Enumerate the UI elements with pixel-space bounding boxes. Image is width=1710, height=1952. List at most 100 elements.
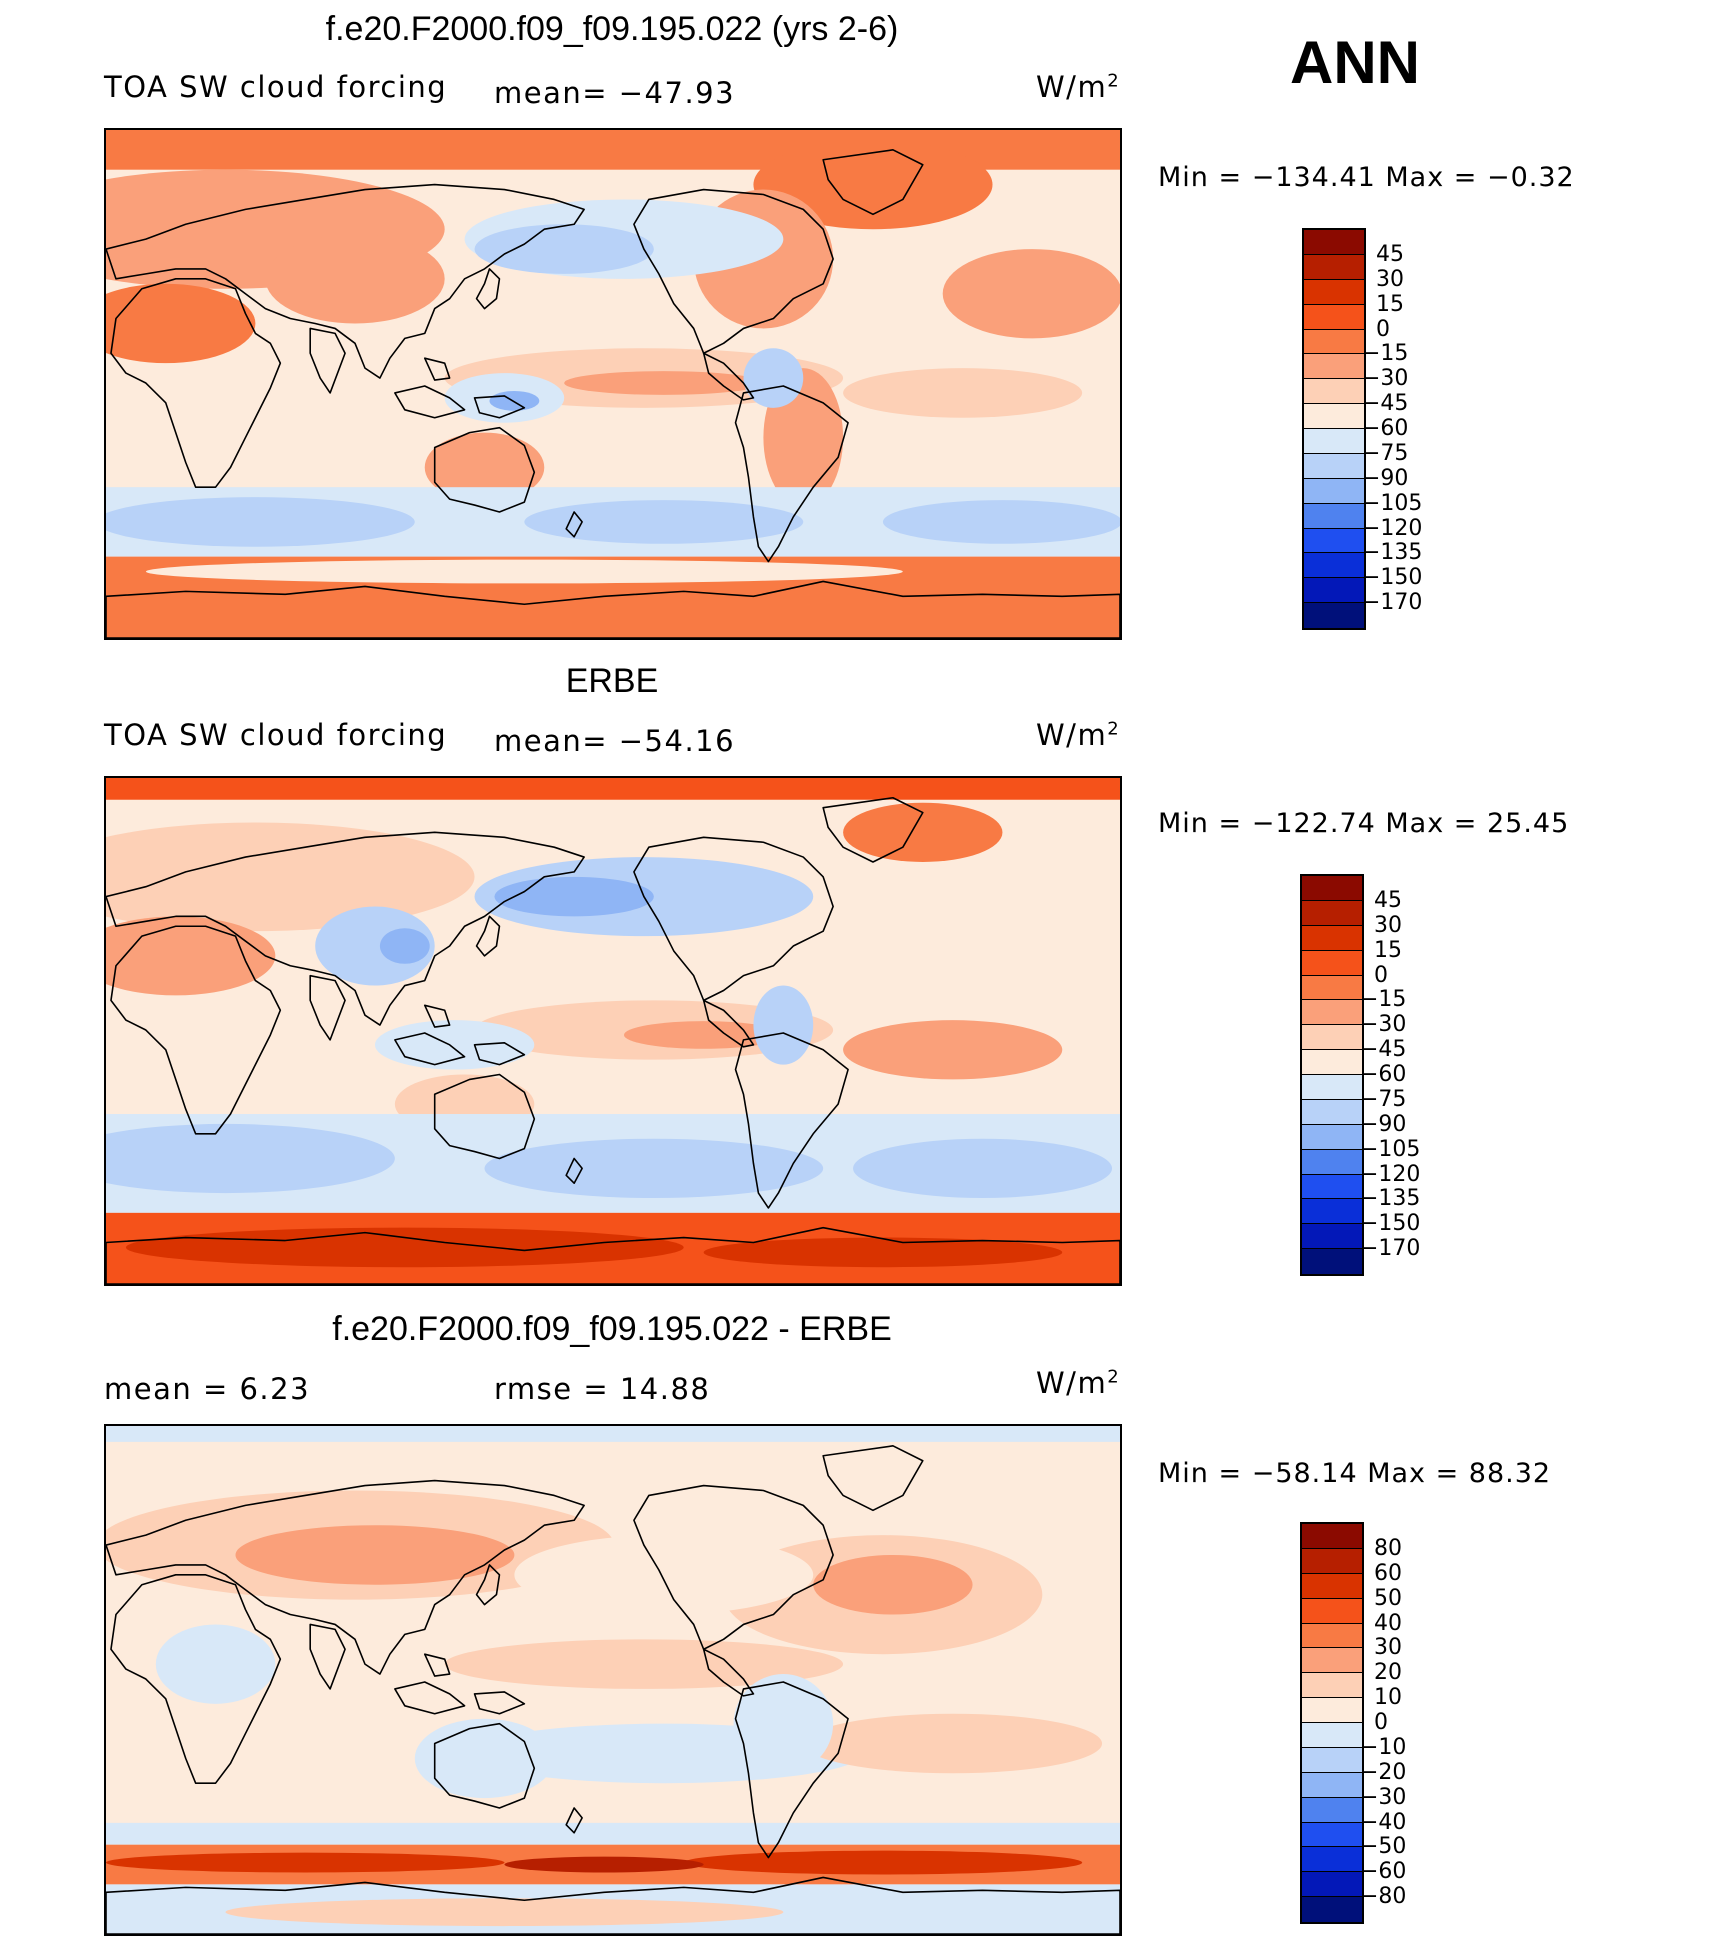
coastline [106, 832, 584, 1025]
coastline [634, 190, 833, 354]
model-map [104, 128, 1122, 640]
colorbar-swatch [1302, 1598, 1362, 1624]
model-map-field [106, 130, 1120, 638]
coastline [736, 386, 849, 562]
contour-region [753, 985, 814, 1065]
colorbar-swatch [1302, 1673, 1362, 1699]
colorbar-label: −30 [1362, 366, 1409, 392]
colorbar-label: −170 [1362, 590, 1423, 616]
contour-region [444, 1639, 844, 1689]
colorbar-label: −150 [1362, 565, 1423, 591]
colorbar-label: 45 [1376, 241, 1404, 267]
contour-region [106, 1426, 1120, 1442]
colorbar-label: 80 [1374, 1535, 1402, 1561]
colorbar-swatch [1302, 1075, 1362, 1100]
contour-region [733, 1674, 834, 1774]
contour-region [743, 348, 804, 408]
colorbar-label: −60 [1360, 1859, 1407, 1885]
colorbar-swatch [1302, 1698, 1362, 1723]
contour-region [106, 497, 415, 547]
colorbar-label: −135 [1362, 540, 1423, 566]
coastline [634, 1486, 833, 1650]
panel-2-title: ERBE [565, 662, 659, 700]
contour-region [843, 368, 1083, 418]
colorbar-label: 50 [1374, 1585, 1402, 1611]
colorbar-label: 30 [1374, 912, 1402, 938]
colorbar-label: −20 [1360, 1759, 1407, 1785]
colorbar-label: 20 [1374, 1660, 1402, 1686]
contour-region [155, 1624, 276, 1704]
contour-region [106, 1822, 1120, 1845]
colorbar-swatch [1304, 354, 1364, 380]
colorbar-label: −120 [1362, 515, 1423, 541]
colorbar-label: −50 [1360, 1834, 1407, 1860]
colorbar-swatch [1302, 1747, 1362, 1773]
colorbar-swatch [1304, 230, 1364, 255]
colorbar-swatch [1304, 329, 1364, 355]
coastline [111, 279, 280, 487]
colorbar-label: 60 [1374, 1560, 1402, 1586]
coastline [634, 837, 833, 1000]
contour-region [106, 1123, 395, 1194]
colorbar-label: 15 [1374, 937, 1402, 963]
colorbar-swatch [1302, 1847, 1362, 1873]
contour-region [683, 1850, 1083, 1875]
contour-region [315, 906, 435, 986]
contour-region [484, 1138, 824, 1199]
colorbar-swatch [1304, 429, 1364, 454]
colorbar-swatch [1302, 1000, 1362, 1026]
contour-region [853, 1138, 1113, 1199]
colorbar-label: −150 [1360, 1211, 1421, 1237]
colorbar-label: 30 [1376, 266, 1404, 292]
panel-1-title: f.e20.F2000.f09_f09.195.022 (yrs 2-6) [325, 10, 899, 48]
colorbar-label: −30 [1360, 1012, 1407, 1038]
panel-2-mean-label: mean= −54.16 [494, 724, 736, 758]
contour-region [374, 1020, 535, 1070]
coastline [106, 185, 584, 378]
contour-region [753, 139, 993, 230]
contour-region [564, 371, 764, 395]
coastline [395, 1682, 465, 1714]
colorbar-label: 30 [1374, 1635, 1402, 1661]
coastline [425, 358, 450, 380]
coastline [425, 1654, 450, 1676]
erbe-map-field [106, 778, 1120, 1284]
colorbar-swatch [1304, 503, 1364, 529]
colorbar-swatch [1304, 279, 1364, 305]
contour-region [524, 500, 804, 544]
coastline [477, 1565, 500, 1605]
colorbar-label: −120 [1360, 1161, 1421, 1187]
contour-region [106, 1852, 505, 1873]
panel-3-colorbar [1300, 1522, 1364, 1924]
colorbar-label: −90 [1360, 1111, 1407, 1137]
colorbar-swatch [1302, 1174, 1362, 1200]
coastline [823, 1446, 923, 1510]
coastline [106, 1481, 584, 1674]
colorbar-label: −45 [1360, 1037, 1407, 1063]
coastline [477, 269, 500, 309]
colorbar-label: −90 [1362, 465, 1409, 491]
colorbar-label: −75 [1362, 440, 1409, 466]
colorbar-label: 45 [1374, 887, 1402, 913]
colorbar-label: −105 [1362, 490, 1423, 516]
colorbar-swatch [1302, 1897, 1362, 1922]
colorbar-swatch [1304, 528, 1364, 554]
contour-region [703, 1237, 1063, 1268]
colorbar-swatch [1302, 1822, 1362, 1848]
erbe-map [104, 776, 1122, 1286]
panel-1-units-label: W/m2 [1036, 70, 1121, 104]
coastline [704, 1649, 754, 1696]
colorbar-label: −135 [1360, 1186, 1421, 1212]
colorbar-label: 15 [1376, 291, 1404, 317]
colorbar-swatch [1304, 254, 1364, 280]
coastline [475, 396, 525, 418]
coastline [704, 1000, 754, 1046]
contour-region [424, 432, 545, 503]
contour-region [803, 1713, 1103, 1774]
panel-1-colorbar [1302, 228, 1366, 630]
contour-region [125, 1227, 684, 1268]
coastline [111, 926, 280, 1134]
coastline [566, 1808, 582, 1833]
coastline [106, 581, 1120, 638]
coastline [475, 1043, 525, 1065]
